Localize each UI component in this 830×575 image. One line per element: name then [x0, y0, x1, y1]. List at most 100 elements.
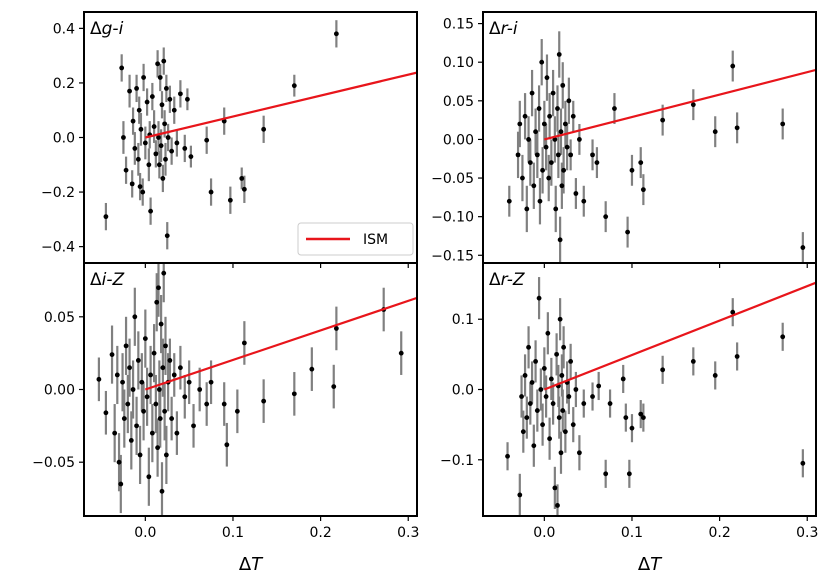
data-point [562, 121, 568, 127]
data-point [156, 135, 161, 140]
data-point [146, 474, 152, 480]
data-point [562, 429, 568, 435]
data-point [155, 445, 161, 451]
data-point [291, 391, 297, 397]
data-point [261, 398, 267, 404]
data-point [560, 82, 566, 88]
data-point [125, 401, 131, 407]
data-point [116, 459, 122, 465]
data-point [529, 90, 535, 96]
data-point [398, 350, 404, 356]
data-point [573, 387, 579, 392]
data-point [146, 162, 152, 168]
data-point [160, 365, 166, 371]
data-point [208, 189, 214, 195]
data-point [127, 88, 132, 94]
data-point [221, 401, 227, 407]
data-point [144, 99, 150, 105]
data-point [506, 198, 512, 204]
data-point [157, 75, 163, 80]
data-point [174, 140, 180, 146]
data-point [164, 233, 170, 239]
data-point [590, 394, 595, 399]
data-point [118, 481, 124, 487]
data-point [690, 358, 696, 364]
data-point [546, 175, 552, 181]
data-point [188, 154, 194, 159]
data-point [149, 94, 155, 99]
y-tick-label: −0.10 [431, 210, 474, 226]
data-point [558, 450, 564, 456]
data-point [96, 376, 102, 382]
data-point [557, 237, 563, 243]
data-point [594, 160, 600, 166]
data-point [534, 408, 540, 413]
data-point [163, 452, 169, 458]
data-point [177, 365, 183, 371]
data-point [227, 197, 233, 203]
data-point [158, 321, 164, 327]
data-point [127, 365, 132, 371]
data-point [519, 394, 524, 399]
x-tick-label: 0.2 [708, 525, 730, 541]
data-point [522, 113, 528, 119]
data-point [134, 85, 139, 91]
data-point [171, 372, 177, 378]
data-point [156, 162, 162, 168]
data-point [548, 160, 554, 166]
panel-label: Δr-Z [489, 270, 525, 290]
data-point [151, 350, 157, 356]
data-point [541, 121, 547, 127]
data-point [730, 63, 736, 69]
data-point [123, 167, 129, 173]
data-point [780, 121, 786, 127]
plot-area [506, 31, 816, 263]
x-tick-label: 0.3 [397, 525, 419, 541]
data-point [800, 245, 806, 250]
y-tick-label: −0.05 [32, 455, 75, 471]
data-point [638, 411, 644, 417]
data-point [171, 107, 177, 113]
data-point [620, 376, 626, 382]
data-point [576, 450, 582, 456]
data-point [557, 316, 563, 322]
data-point [581, 401, 587, 406]
data-point [548, 376, 554, 382]
x-tick-label: 0.1 [222, 525, 244, 541]
data-point [626, 471, 632, 477]
y-tick-label: −0.2 [41, 185, 75, 201]
y-tick-label: −0.15 [431, 248, 474, 264]
panel-label: Δr-i [489, 19, 518, 39]
data-point [734, 125, 740, 131]
data-point [536, 106, 542, 111]
data-point [132, 314, 138, 320]
data-point [191, 423, 196, 429]
data-point [142, 140, 148, 146]
data-point [640, 415, 646, 421]
data-point [159, 102, 165, 108]
y-tick-label: 0.00 [44, 383, 75, 399]
data-point [137, 452, 143, 458]
data-point [103, 214, 109, 220]
data-point [640, 187, 646, 193]
data-point [163, 343, 168, 349]
data-point [712, 373, 718, 378]
y-tick-label: 0.05 [443, 94, 474, 110]
data-point [625, 229, 630, 235]
legend-ism-label: ISM [363, 232, 388, 248]
y-tick-label: 0.0 [452, 383, 474, 399]
data-point [121, 416, 127, 421]
data-point [161, 58, 167, 64]
data-point [333, 326, 339, 331]
data-point [177, 91, 183, 97]
data-point [539, 59, 545, 65]
data-point [690, 102, 696, 108]
data-point [169, 416, 175, 421]
data-point [564, 144, 570, 150]
data-point [730, 309, 736, 315]
data-point [527, 160, 533, 166]
data-point [623, 415, 629, 421]
data-point [568, 358, 574, 364]
data-point [533, 358, 538, 364]
data-point [331, 384, 337, 389]
